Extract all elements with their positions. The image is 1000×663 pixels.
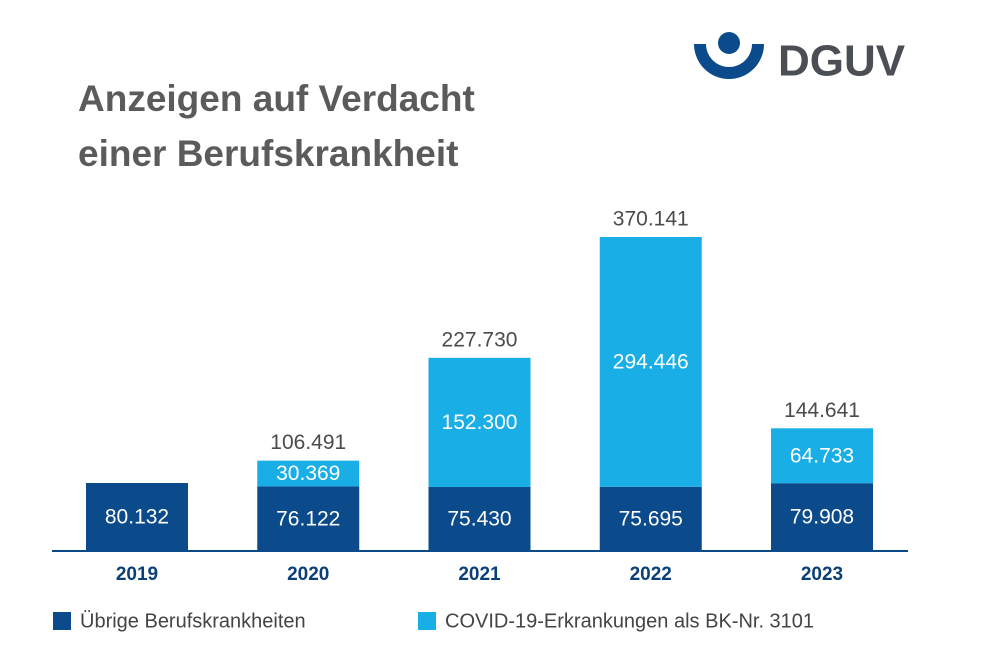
legend-swatch xyxy=(418,612,436,630)
total-label: 106.491 xyxy=(270,431,346,454)
bar-segment xyxy=(599,486,702,551)
bar-segment xyxy=(86,483,188,551)
chart-title: Anzeigen auf Verdacht xyxy=(78,78,475,119)
legend-label: Übrige Berufskrankheiten xyxy=(80,610,306,632)
chart-title: einer Berufskrankheit xyxy=(78,133,458,174)
value-label: 75.695 xyxy=(619,507,683,530)
legend-swatch xyxy=(53,612,71,630)
value-label: 294.446 xyxy=(613,350,689,373)
bar-segment xyxy=(257,486,360,551)
bar-segment xyxy=(771,483,873,551)
value-label: 80.132 xyxy=(105,506,169,529)
value-label: 152.300 xyxy=(442,411,518,434)
bar-segment xyxy=(771,428,873,484)
bar-segment xyxy=(257,460,360,487)
value-label: 75.430 xyxy=(447,508,511,531)
value-label: 76.122 xyxy=(276,507,340,530)
x-tick-label: 2021 xyxy=(458,564,501,585)
logo-text: DGUV xyxy=(778,37,906,86)
bar-segment xyxy=(428,487,531,551)
legend-label: COVID-19-Erkrankungen als BK-Nr. 3101 xyxy=(445,610,814,632)
total-label: 370.141 xyxy=(613,208,689,231)
x-tick-label: 2020 xyxy=(287,564,329,585)
logo-icon xyxy=(694,32,764,79)
x-tick-label: 2023 xyxy=(801,564,843,585)
total-label: 144.641 xyxy=(784,399,860,422)
x-tick-label: 2019 xyxy=(116,564,158,585)
bar-segment xyxy=(428,357,531,488)
value-label: 79.908 xyxy=(790,506,854,529)
bar-segment xyxy=(599,237,702,487)
total-label: 227.730 xyxy=(442,328,518,351)
x-tick-label: 2022 xyxy=(630,564,672,585)
value-label: 30.369 xyxy=(276,462,340,485)
value-label: 64.733 xyxy=(790,444,854,467)
